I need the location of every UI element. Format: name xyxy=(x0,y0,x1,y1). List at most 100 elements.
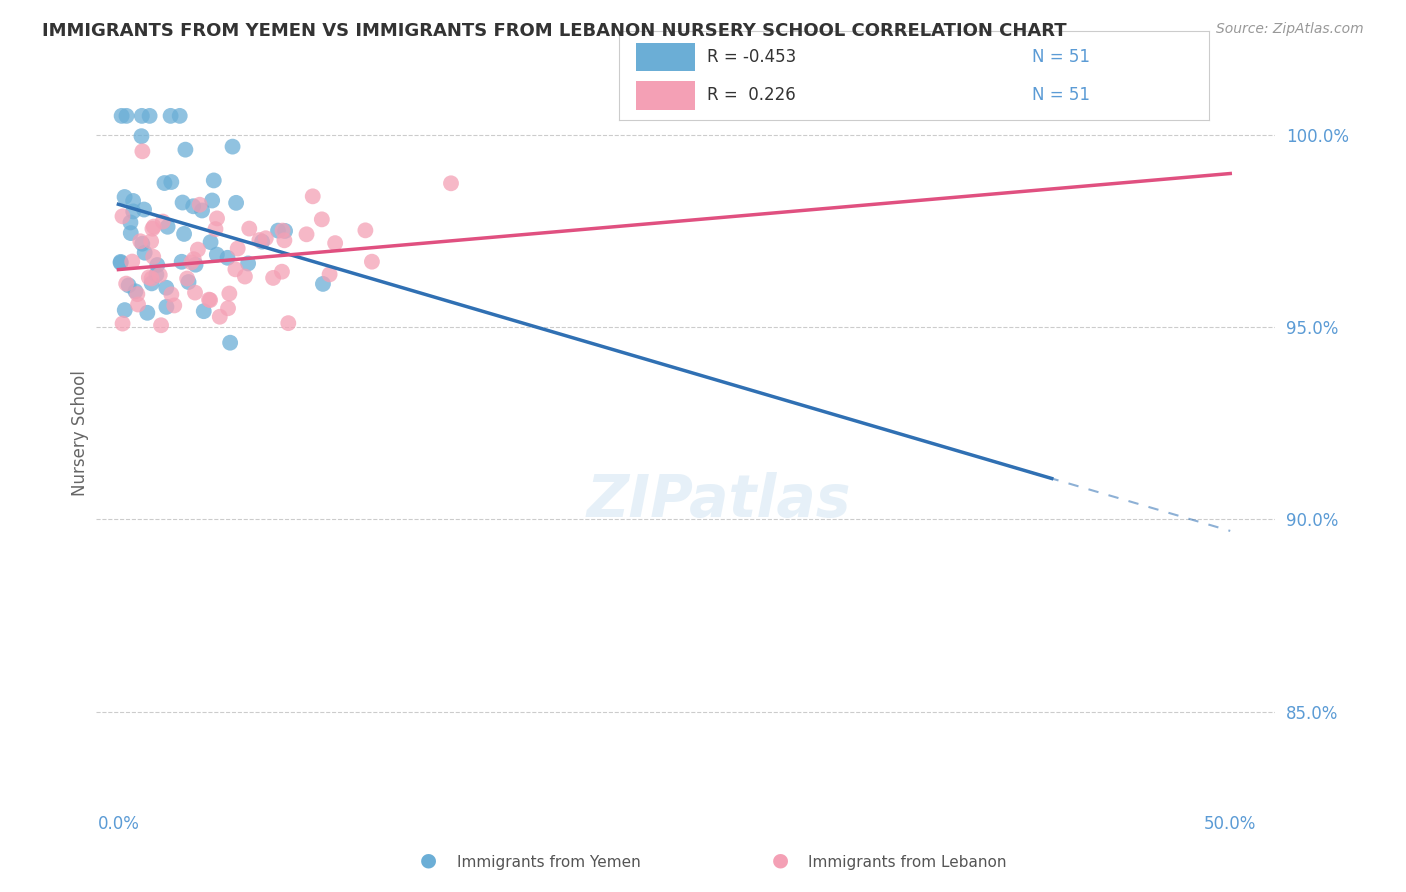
Point xyxy=(136,306,159,320)
Point xyxy=(159,109,181,123)
Point xyxy=(176,271,198,285)
Point xyxy=(187,243,209,257)
Point xyxy=(110,256,132,270)
Point xyxy=(110,255,132,269)
Point xyxy=(170,254,193,268)
Text: N = 51: N = 51 xyxy=(1032,87,1090,104)
Point xyxy=(145,268,167,282)
Text: IMMIGRANTS FROM YEMEN VS IMMIGRANTS FROM LEBANON NURSERY SCHOOL CORRELATION CHAR: IMMIGRANTS FROM YEMEN VS IMMIGRANTS FROM… xyxy=(42,22,1067,40)
Point xyxy=(149,268,172,282)
Point xyxy=(312,277,335,291)
Point xyxy=(155,281,177,295)
Point xyxy=(274,224,297,238)
Point xyxy=(318,268,340,282)
Point xyxy=(354,223,377,237)
Point xyxy=(202,173,225,187)
Point xyxy=(221,139,243,153)
Point xyxy=(160,287,183,301)
Point xyxy=(156,219,179,234)
Point xyxy=(271,265,294,279)
Point xyxy=(180,255,202,269)
Y-axis label: Nursery School: Nursery School xyxy=(72,370,89,496)
Point xyxy=(183,252,205,267)
Text: Source: ZipAtlas.com: Source: ZipAtlas.com xyxy=(1216,22,1364,37)
Point xyxy=(131,129,153,144)
Point xyxy=(120,215,142,229)
Text: Immigrants from Yemen: Immigrants from Yemen xyxy=(457,855,641,870)
Point xyxy=(217,251,239,265)
Text: Immigrants from Lebanon: Immigrants from Lebanon xyxy=(808,855,1007,870)
Point xyxy=(301,189,323,203)
Point xyxy=(141,221,163,235)
Point xyxy=(122,204,145,219)
Point xyxy=(295,227,318,242)
Point xyxy=(134,245,156,260)
Point xyxy=(127,297,149,311)
Point xyxy=(138,109,160,123)
Point xyxy=(120,226,142,240)
Text: N = 51: N = 51 xyxy=(1032,48,1090,66)
Text: ●: ● xyxy=(772,851,789,870)
Point xyxy=(361,254,384,268)
Point xyxy=(139,235,162,249)
Point xyxy=(226,242,249,256)
Text: ●: ● xyxy=(420,851,437,870)
Point xyxy=(247,233,270,247)
Point xyxy=(191,203,214,218)
Point xyxy=(122,194,145,208)
Point xyxy=(277,316,299,330)
Point xyxy=(127,287,149,301)
Text: 50.0%: 50.0% xyxy=(1204,815,1257,833)
Point xyxy=(121,254,143,268)
Point xyxy=(131,236,153,251)
Point xyxy=(273,233,295,247)
Point xyxy=(323,236,346,251)
FancyBboxPatch shape xyxy=(637,81,696,110)
Point xyxy=(115,109,138,123)
Point xyxy=(173,227,195,241)
Point xyxy=(198,293,221,307)
Text: 0.0%: 0.0% xyxy=(97,815,139,833)
Point xyxy=(138,270,160,285)
Point xyxy=(233,269,256,284)
Point xyxy=(193,304,215,318)
Point xyxy=(131,109,153,123)
Point xyxy=(218,286,240,301)
Point xyxy=(124,285,146,299)
Point xyxy=(267,224,290,238)
Point xyxy=(262,271,284,285)
Point xyxy=(225,195,247,210)
Point xyxy=(142,219,165,234)
Point xyxy=(198,293,221,307)
Point xyxy=(250,235,273,249)
Point xyxy=(238,221,260,235)
Point xyxy=(254,231,277,245)
Point xyxy=(115,277,138,291)
Point xyxy=(440,176,463,190)
Point xyxy=(205,211,228,226)
Point xyxy=(236,256,259,270)
Point xyxy=(208,310,231,324)
Point xyxy=(172,195,194,210)
Point xyxy=(204,222,226,236)
Point xyxy=(131,145,153,159)
Point xyxy=(111,109,134,123)
Point xyxy=(111,209,134,223)
Point xyxy=(224,262,246,277)
FancyBboxPatch shape xyxy=(637,43,696,71)
Point xyxy=(114,190,136,204)
Point xyxy=(217,301,239,316)
Text: R =  0.226: R = 0.226 xyxy=(707,87,796,104)
Point xyxy=(271,224,294,238)
Text: ZIPatlas: ZIPatlas xyxy=(586,472,851,529)
Point xyxy=(132,202,155,217)
Point xyxy=(169,109,191,123)
Point xyxy=(142,250,165,264)
Point xyxy=(118,278,141,293)
Point xyxy=(200,235,222,250)
Point xyxy=(129,234,152,248)
Point xyxy=(184,285,207,300)
Point xyxy=(311,212,333,227)
Point xyxy=(184,258,207,272)
Point xyxy=(201,194,224,208)
